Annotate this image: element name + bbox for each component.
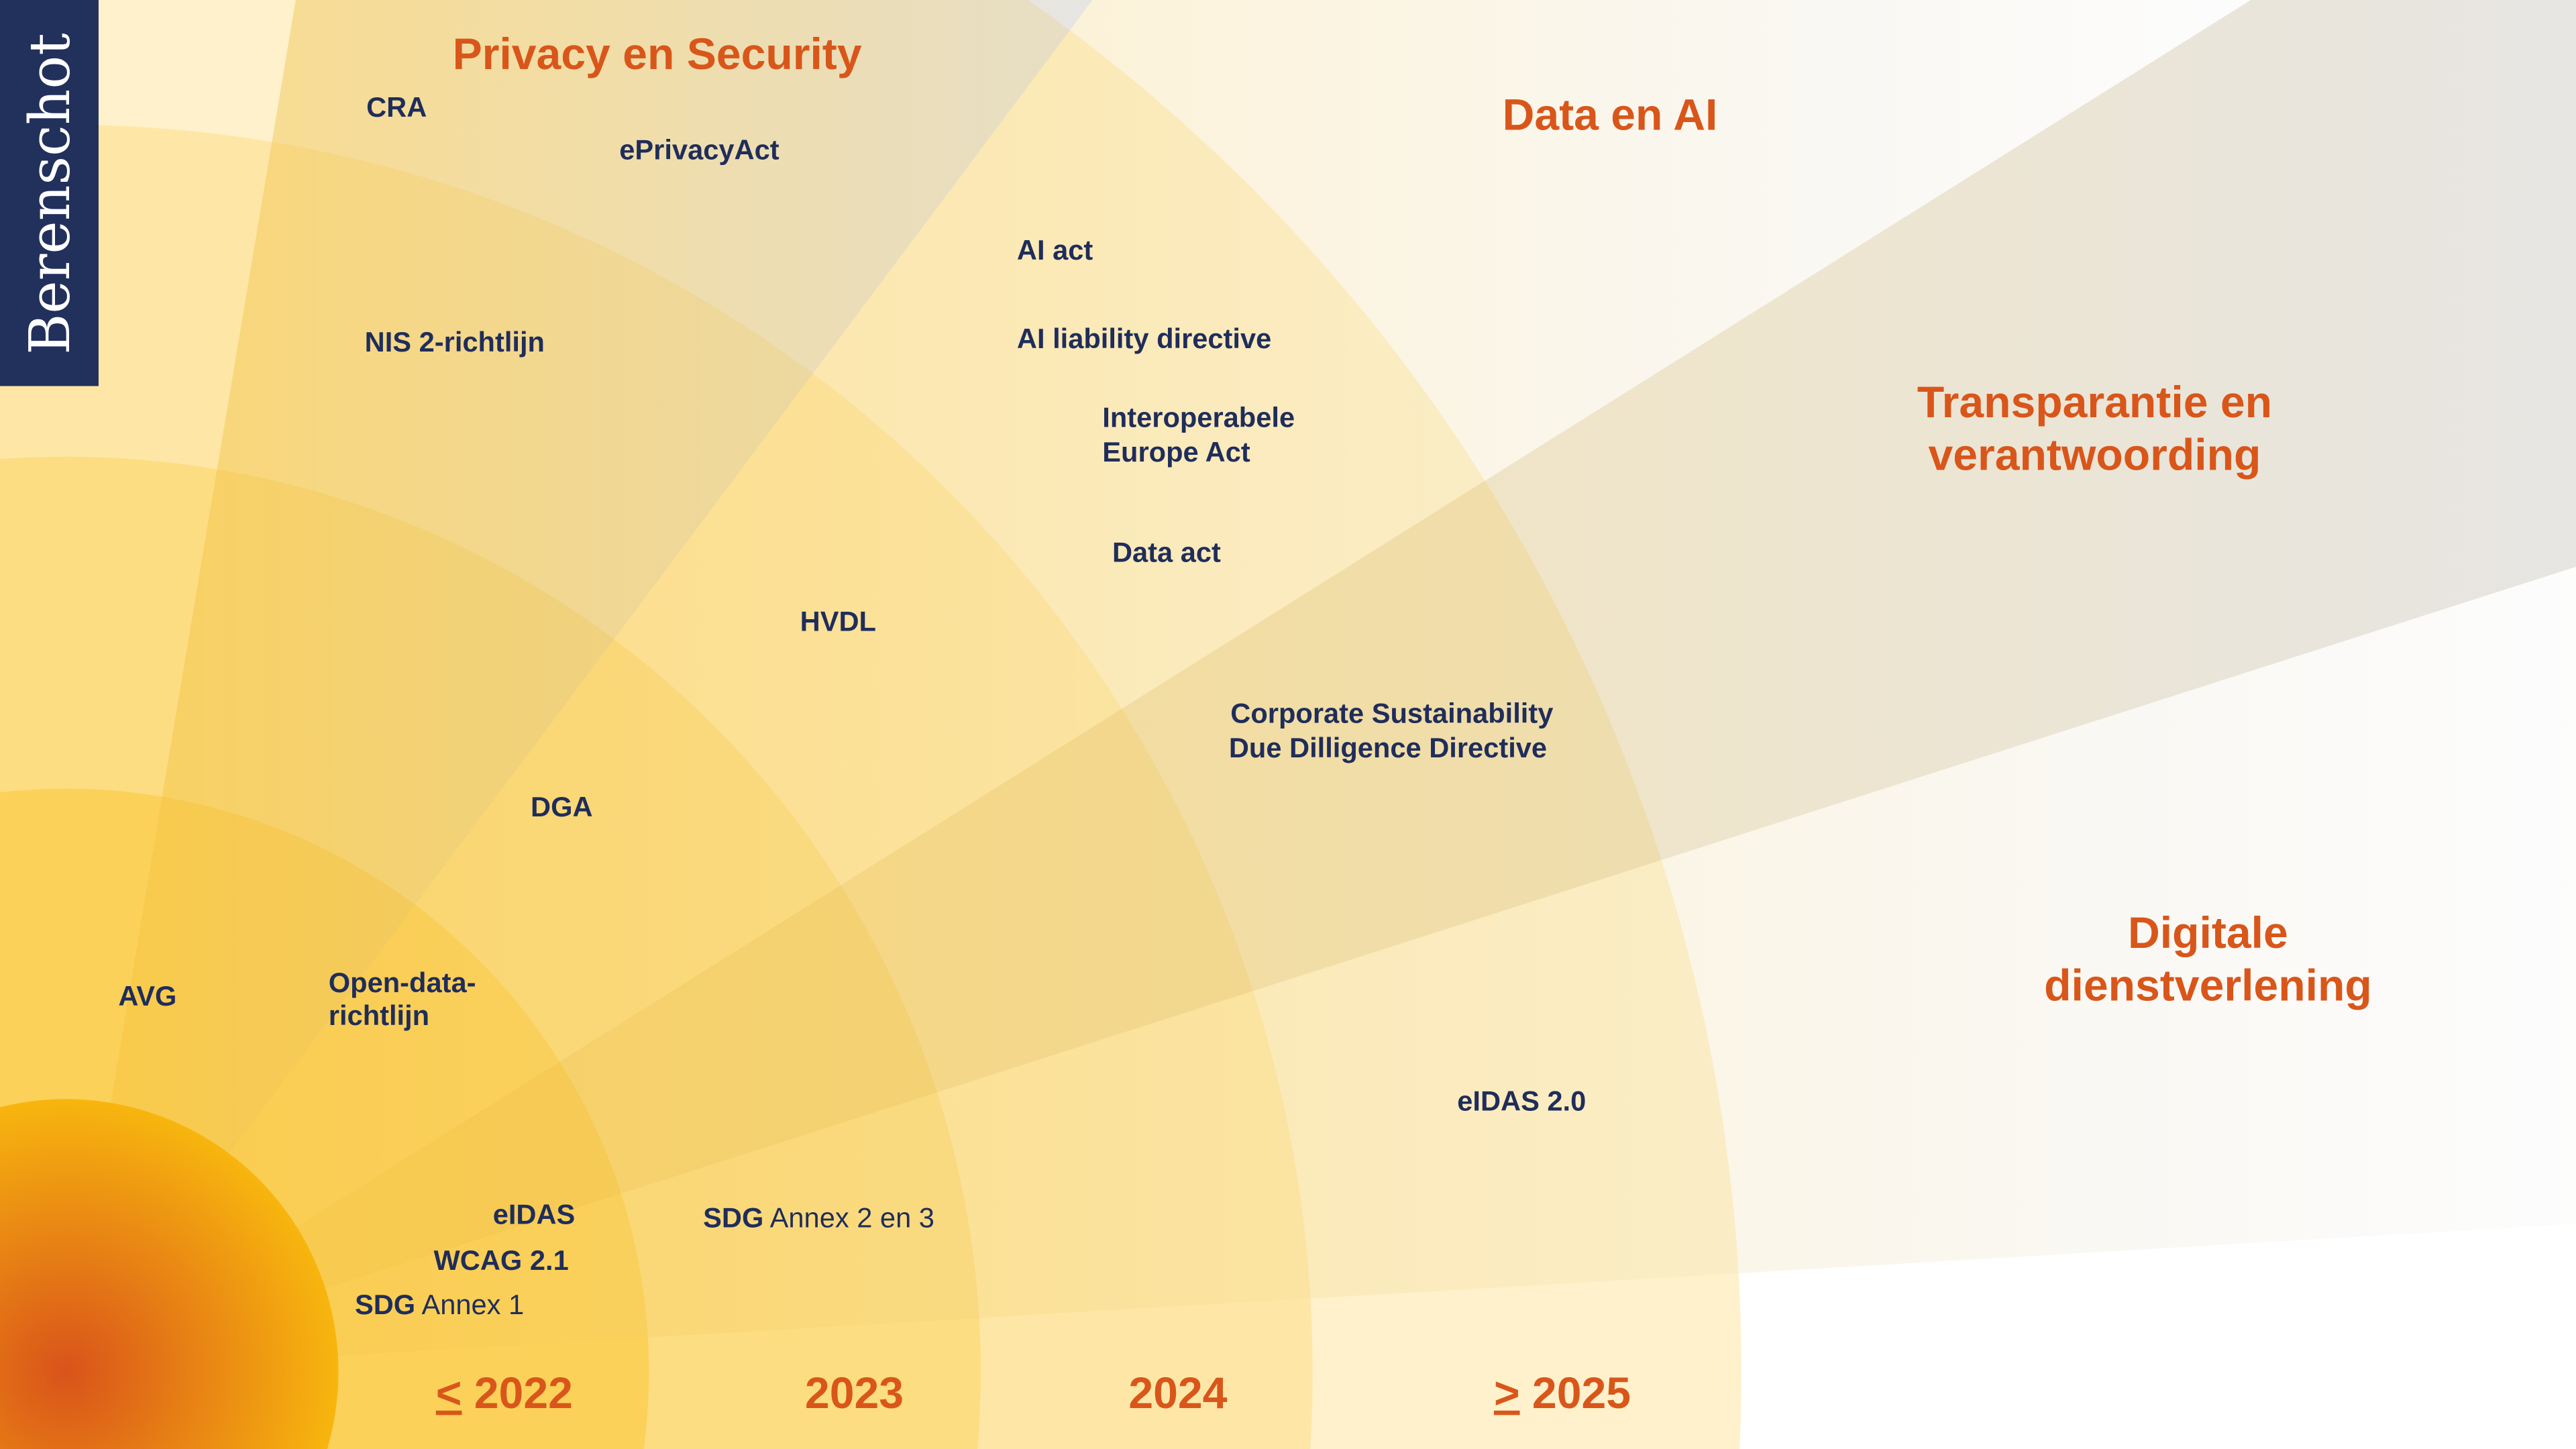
item-dga: DGA (531, 791, 593, 822)
item-opendata-line2: richtlijn (329, 1000, 429, 1031)
wedge-digital (65, 566, 2576, 1372)
item-ai-act: AI act (1017, 234, 1093, 266)
item-sdg-annex23: SDG Annex 2 en 3 (703, 1201, 934, 1233)
category-transparency: Transparantie en (1917, 378, 2272, 427)
item-csddd-line2: Due Dilligence Directive (1229, 732, 1547, 763)
item-interop: Interoperabele (1102, 402, 1295, 433)
year-2024: 2024 (1128, 1368, 1227, 1418)
item-data-act: Data act (1112, 537, 1221, 568)
theme-wedges (65, 0, 2576, 1372)
year-2025: > 2025 (1494, 1368, 1631, 1418)
brand-bar (0, 0, 99, 386)
item-opendata: Open-data- (329, 967, 476, 998)
item-sdg-annex1: SDG Annex 1 (355, 1289, 524, 1320)
wedge-transparency (65, 0, 2576, 1372)
category-transparency-line2: verantwoording (1929, 430, 2261, 480)
item-csddd: Corporate Sustainability (1230, 698, 1553, 729)
item-avg: AVG (118, 980, 176, 1012)
category-privacy: Privacy en Security (453, 30, 862, 79)
item-wcag: WCAG 2.1 (434, 1244, 569, 1276)
core-circle (0, 1099, 339, 1449)
category-digital-line2: dienstverlening (2044, 961, 2372, 1010)
item-nis2: NIS 2-richtlijn (365, 326, 545, 358)
item-hvdl: HVDL (800, 605, 876, 637)
year-2023: 2023 (805, 1368, 904, 1418)
item-eidas2: eIDAS 2.0 (1457, 1085, 1586, 1117)
category-digital: Digitale (2128, 908, 2288, 958)
item-eprivacy: ePrivacyAct (619, 134, 779, 166)
item-cra: CRA (366, 91, 427, 123)
item-eidas: eIDAS (493, 1198, 576, 1230)
year-2022: < 2022 (436, 1368, 573, 1418)
brand-logo: Berenschot (17, 33, 83, 355)
category-data-ai: Data en AI (1503, 90, 1718, 140)
item-ai-liability: AI liability directive (1017, 323, 1271, 354)
item-interop-line2: Europe Act (1102, 436, 1250, 468)
